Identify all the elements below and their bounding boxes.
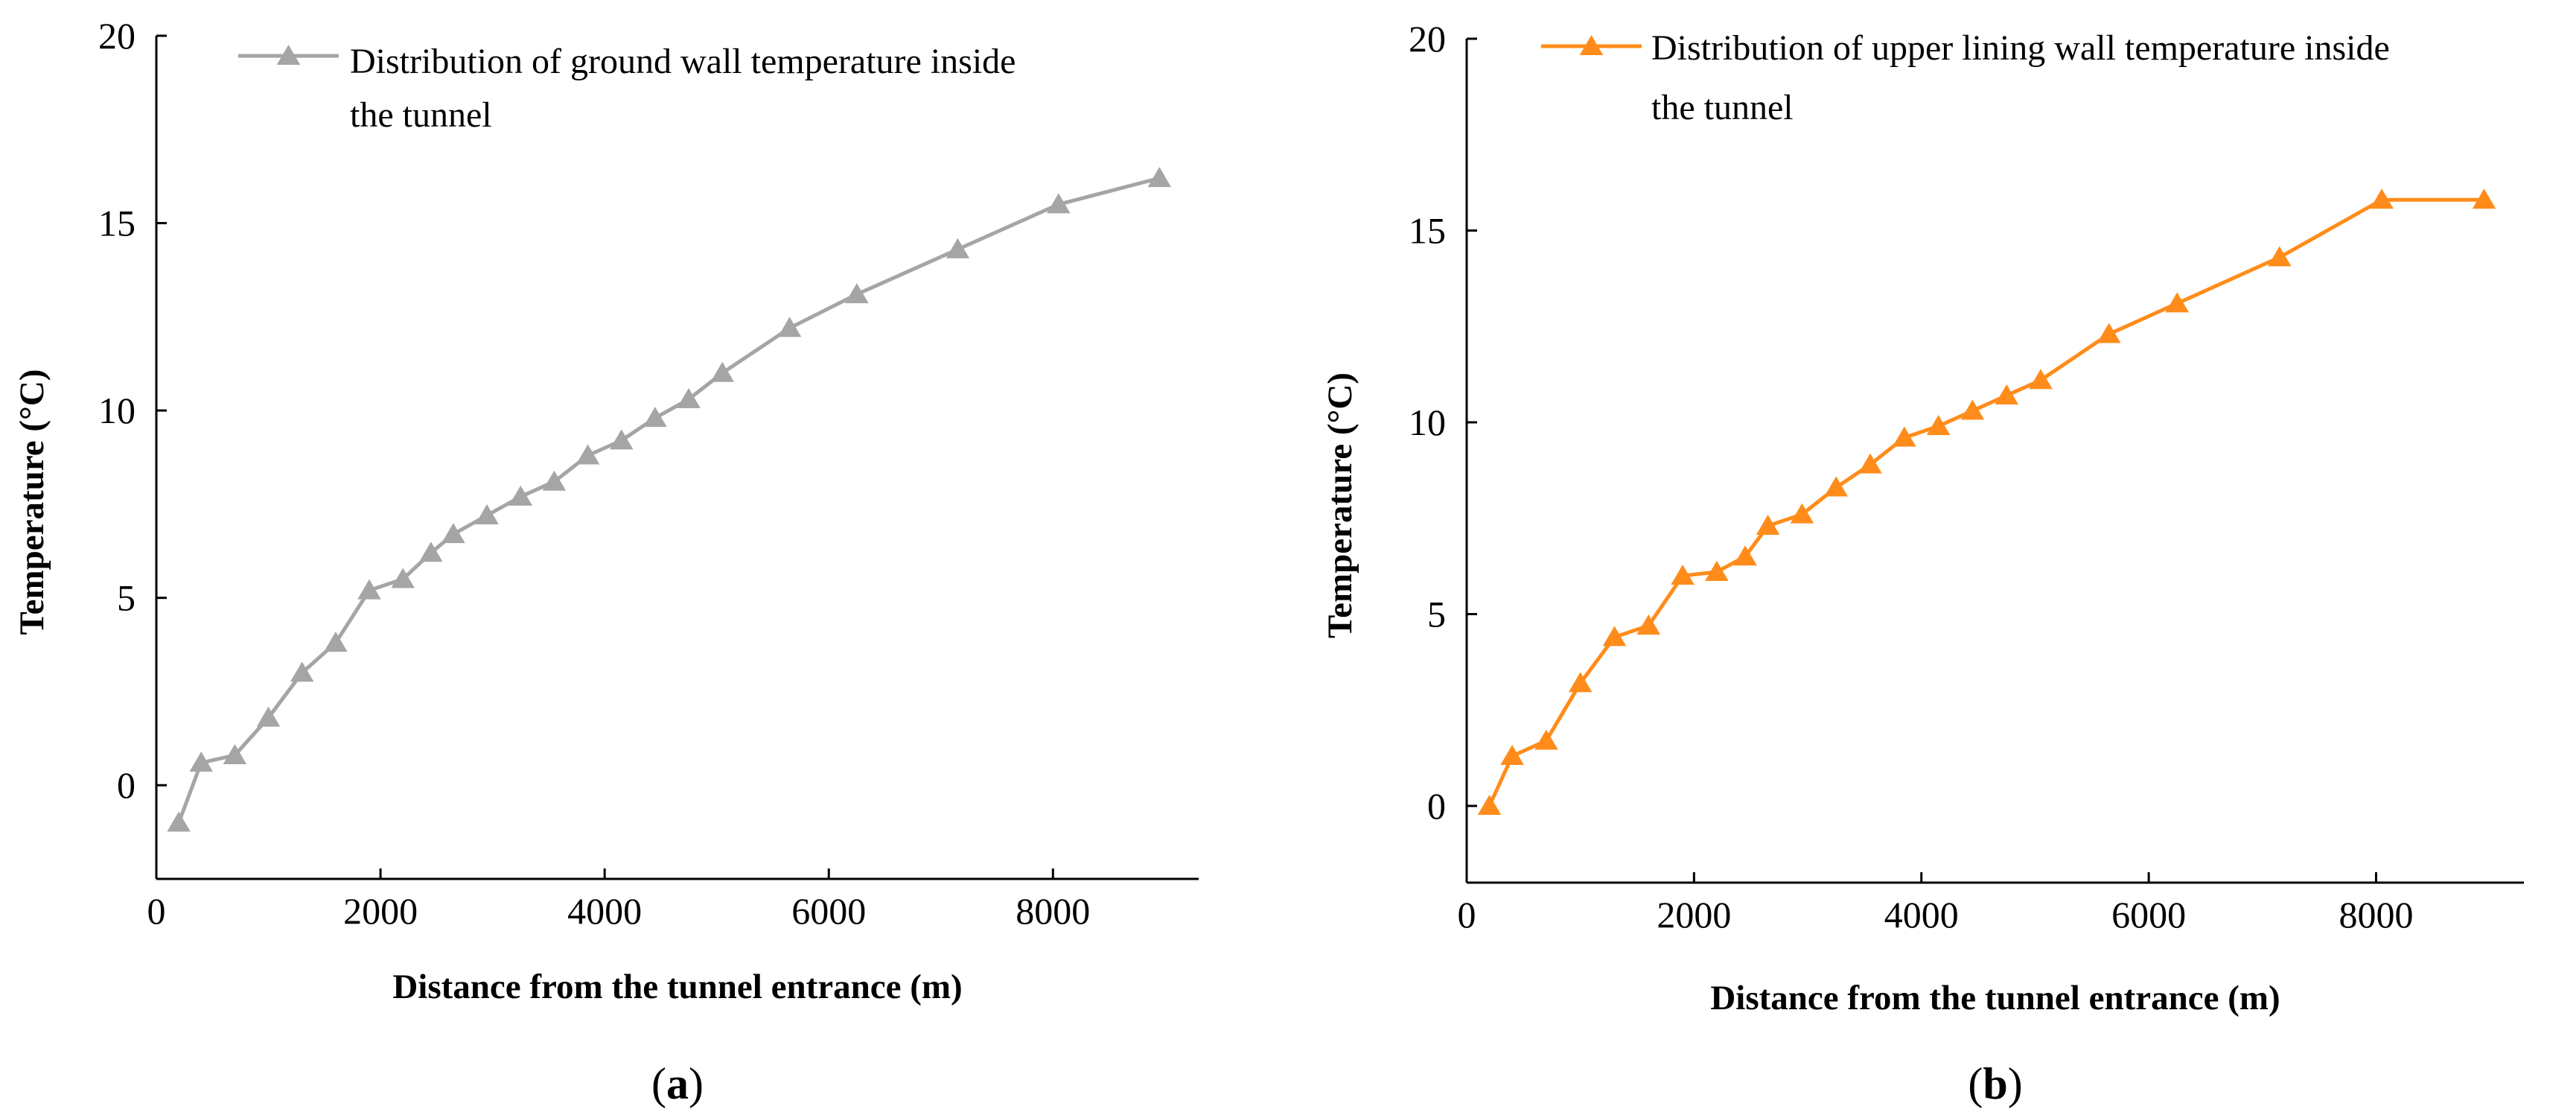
y-tick-label: 10 bbox=[1409, 401, 1446, 443]
data-point-marker bbox=[1995, 384, 2019, 404]
data-point-marker bbox=[1671, 565, 1695, 585]
data-point-marker bbox=[542, 470, 567, 491]
data-point-marker bbox=[324, 632, 348, 652]
x-axis-title: Distance from the tunnel entrance (m) bbox=[392, 968, 962, 1006]
x-tick-label: 6000 bbox=[791, 890, 866, 932]
data-point-marker bbox=[1477, 795, 1502, 815]
data-point-marker bbox=[2472, 188, 2496, 209]
data-point-marker bbox=[1047, 193, 1071, 214]
data-point-marker bbox=[223, 743, 247, 764]
data-point-marker bbox=[1568, 672, 1593, 693]
series-line bbox=[176, 176, 1160, 824]
data-point-marker bbox=[1500, 745, 1524, 766]
data-point-marker bbox=[1534, 729, 1558, 750]
data-point-marker bbox=[2029, 369, 2053, 390]
data-point-marker bbox=[256, 706, 281, 727]
panel-label: (b) bbox=[1968, 1059, 2022, 1108]
data-point-marker bbox=[419, 541, 443, 562]
x-tick-label: 8000 bbox=[2339, 894, 2414, 936]
y-tick-label: 5 bbox=[117, 577, 136, 619]
x-tick-label: 4000 bbox=[567, 890, 642, 932]
legend-label: Distribution of ground wall temperature … bbox=[350, 42, 1016, 81]
x-tick-label: 6000 bbox=[2111, 894, 2186, 936]
data-point-marker bbox=[1705, 560, 1729, 581]
data-point-marker bbox=[576, 444, 600, 465]
data-point-marker bbox=[290, 661, 314, 682]
y-tick-label: 0 bbox=[117, 764, 136, 806]
data-point-marker bbox=[1147, 167, 1172, 188]
y-tick-label: 10 bbox=[98, 390, 136, 431]
data-point-marker bbox=[777, 317, 802, 337]
data-point-marker bbox=[2370, 188, 2394, 209]
chart-panel-a: 0 5 10 15 20 0 2000 4000 6000 8000 Distance from t… bbox=[13, 15, 1199, 1108]
data-point-marker bbox=[167, 811, 191, 832]
data-point-marker bbox=[2267, 246, 2292, 267]
x-tick-label: 2000 bbox=[1657, 894, 1731, 936]
data-point-marker bbox=[1824, 476, 1848, 497]
data-point-marker bbox=[357, 579, 381, 600]
data-point-marker bbox=[1756, 515, 1780, 536]
data-point-marker bbox=[2165, 292, 2190, 313]
data-point-marker bbox=[1893, 426, 1916, 447]
panel-label: (a) bbox=[651, 1059, 704, 1108]
chart-panel-b: 0 5 10 15 20 0 2000 4000 6000 8000 Distance from t… bbox=[1321, 18, 2524, 1108]
data-point-marker bbox=[1960, 399, 1985, 420]
data-point-marker bbox=[845, 283, 869, 304]
y-tick-label: 5 bbox=[1427, 594, 1446, 635]
data-point-marker bbox=[677, 388, 701, 409]
data-point-marker bbox=[189, 752, 213, 772]
legend-label: the tunnel bbox=[350, 95, 492, 135]
y-tick-label: 20 bbox=[1409, 18, 1446, 60]
data-point-marker bbox=[643, 407, 667, 428]
data-point-marker bbox=[1926, 415, 1951, 436]
y-tick-label: 15 bbox=[1409, 210, 1446, 252]
data-point-marker bbox=[2097, 323, 2121, 343]
legend-marker-icon bbox=[1579, 35, 1604, 55]
y-axis-title: Temperature (°C) bbox=[13, 369, 51, 635]
data-point-marker bbox=[1858, 453, 1882, 474]
x-tick-label: 2000 bbox=[343, 890, 418, 932]
y-axis-title: Temperature (°C) bbox=[1321, 372, 1359, 638]
legend-label: the tunnel bbox=[1651, 88, 1794, 127]
x-tick-label: 0 bbox=[147, 890, 166, 932]
legend-marker-icon bbox=[276, 45, 301, 65]
y-tick-label: 0 bbox=[1427, 785, 1446, 827]
x-tick-label: 8000 bbox=[1016, 890, 1090, 932]
data-point-marker bbox=[475, 504, 499, 524]
y-tick-label: 15 bbox=[98, 203, 136, 244]
data-point-marker bbox=[1790, 503, 1814, 524]
data-point-marker bbox=[1636, 614, 1661, 635]
data-point-marker bbox=[441, 523, 465, 544]
data-point-marker bbox=[946, 238, 970, 258]
legend-label: Distribution of upper lining wall temper… bbox=[1651, 28, 2390, 68]
data-point-marker bbox=[609, 429, 634, 450]
data-point-marker bbox=[1733, 545, 1757, 566]
series-line bbox=[1488, 197, 2484, 807]
x-axis-title: Distance from the tunnel entrance (m) bbox=[1710, 979, 2280, 1017]
x-tick-label: 0 bbox=[1458, 894, 1476, 936]
x-tick-label: 4000 bbox=[1884, 894, 1959, 936]
data-point-marker bbox=[710, 361, 734, 382]
y-tick-label: 20 bbox=[98, 15, 136, 57]
data-point-marker bbox=[391, 568, 415, 588]
data-point-marker bbox=[1602, 626, 1627, 647]
data-point-marker bbox=[508, 485, 532, 506]
